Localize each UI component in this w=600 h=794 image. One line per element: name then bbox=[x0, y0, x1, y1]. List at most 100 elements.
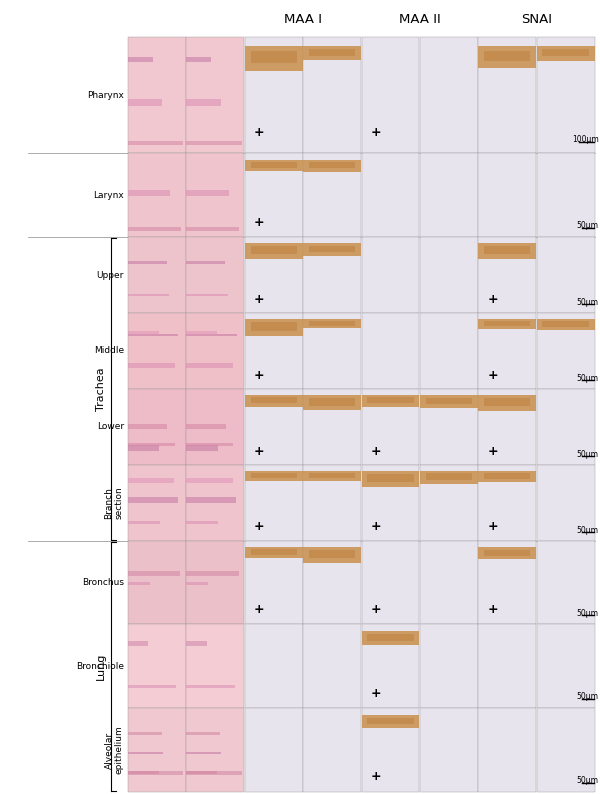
Bar bbox=[420, 464, 478, 541]
Text: +: + bbox=[371, 603, 381, 616]
Bar bbox=[478, 471, 536, 482]
Text: 50μm: 50μm bbox=[577, 222, 599, 230]
Bar bbox=[361, 715, 419, 728]
Text: +: + bbox=[371, 126, 381, 139]
Bar bbox=[187, 752, 221, 754]
Bar bbox=[425, 473, 472, 480]
Bar bbox=[420, 389, 478, 464]
Text: Bronchus: Bronchus bbox=[82, 578, 124, 587]
Text: 50μm: 50μm bbox=[577, 692, 599, 701]
Text: +: + bbox=[254, 520, 265, 534]
Bar bbox=[484, 246, 530, 254]
Bar bbox=[420, 624, 478, 708]
Bar bbox=[251, 162, 297, 168]
Bar bbox=[536, 153, 595, 237]
Bar bbox=[303, 313, 361, 389]
Bar bbox=[187, 464, 244, 541]
Text: +: + bbox=[487, 603, 498, 616]
Bar bbox=[187, 443, 233, 445]
Text: Middle: Middle bbox=[94, 346, 124, 356]
Text: 50μm: 50μm bbox=[577, 526, 599, 534]
Bar bbox=[309, 550, 355, 558]
Bar bbox=[187, 331, 217, 333]
Bar bbox=[128, 334, 178, 336]
Text: MAA I: MAA I bbox=[284, 13, 322, 25]
Bar bbox=[245, 708, 302, 792]
Bar bbox=[128, 684, 176, 688]
Bar bbox=[303, 708, 361, 792]
Bar bbox=[187, 445, 218, 451]
Bar bbox=[128, 190, 170, 195]
Bar bbox=[361, 37, 419, 153]
Bar bbox=[128, 464, 186, 541]
Bar bbox=[187, 571, 239, 576]
Bar bbox=[187, 732, 220, 735]
Text: 50μm: 50μm bbox=[577, 777, 599, 785]
Bar bbox=[303, 471, 361, 481]
Text: +: + bbox=[254, 126, 265, 139]
Bar bbox=[128, 237, 186, 313]
Bar bbox=[536, 541, 595, 624]
Bar bbox=[128, 522, 160, 524]
Bar bbox=[478, 313, 536, 389]
Bar bbox=[245, 237, 302, 313]
Bar bbox=[128, 37, 186, 153]
Bar bbox=[361, 471, 419, 487]
Bar bbox=[420, 471, 478, 484]
Bar bbox=[478, 547, 536, 559]
Bar bbox=[128, 153, 186, 237]
Bar bbox=[309, 246, 355, 252]
Bar bbox=[478, 624, 536, 708]
Text: Branch
section: Branch section bbox=[104, 486, 124, 519]
Bar bbox=[128, 571, 180, 576]
Bar bbox=[309, 473, 355, 478]
Bar bbox=[187, 98, 221, 106]
Bar bbox=[478, 153, 536, 237]
Bar bbox=[187, 57, 211, 62]
Bar bbox=[245, 395, 302, 407]
Bar bbox=[187, 141, 242, 145]
Bar bbox=[128, 732, 162, 735]
Bar bbox=[420, 541, 478, 624]
Bar bbox=[251, 246, 297, 254]
Bar bbox=[245, 243, 302, 259]
Bar bbox=[245, 37, 302, 153]
Bar bbox=[128, 443, 175, 445]
Text: 50μm: 50μm bbox=[577, 298, 599, 307]
Bar bbox=[367, 474, 413, 482]
Bar bbox=[187, 37, 244, 153]
Bar bbox=[128, 752, 163, 754]
Bar bbox=[128, 363, 175, 368]
Bar bbox=[536, 624, 595, 708]
Bar bbox=[478, 464, 536, 541]
Text: +: + bbox=[487, 293, 498, 306]
Bar bbox=[361, 464, 419, 541]
Text: +: + bbox=[254, 445, 265, 457]
Bar bbox=[187, 334, 236, 336]
Bar bbox=[187, 190, 229, 195]
Bar bbox=[361, 389, 419, 464]
Bar bbox=[484, 398, 530, 407]
Text: Trachea: Trachea bbox=[96, 367, 106, 410]
Bar bbox=[484, 321, 530, 326]
Bar bbox=[128, 389, 186, 464]
Bar bbox=[128, 294, 169, 296]
Bar bbox=[478, 389, 536, 464]
Bar bbox=[128, 624, 186, 708]
Text: Pharynx: Pharynx bbox=[87, 91, 124, 100]
Bar bbox=[536, 237, 595, 313]
Bar bbox=[128, 57, 153, 62]
Bar bbox=[245, 464, 302, 541]
Bar bbox=[128, 445, 160, 451]
Bar bbox=[361, 708, 419, 792]
Bar bbox=[303, 243, 361, 256]
Text: +: + bbox=[371, 687, 381, 700]
Text: SNAI: SNAI bbox=[521, 13, 552, 25]
Bar bbox=[420, 708, 478, 792]
Bar bbox=[303, 319, 361, 329]
Bar bbox=[536, 708, 595, 792]
Bar bbox=[128, 261, 167, 264]
Text: +: + bbox=[487, 445, 498, 457]
Bar bbox=[478, 319, 536, 329]
Bar bbox=[245, 46, 302, 71]
